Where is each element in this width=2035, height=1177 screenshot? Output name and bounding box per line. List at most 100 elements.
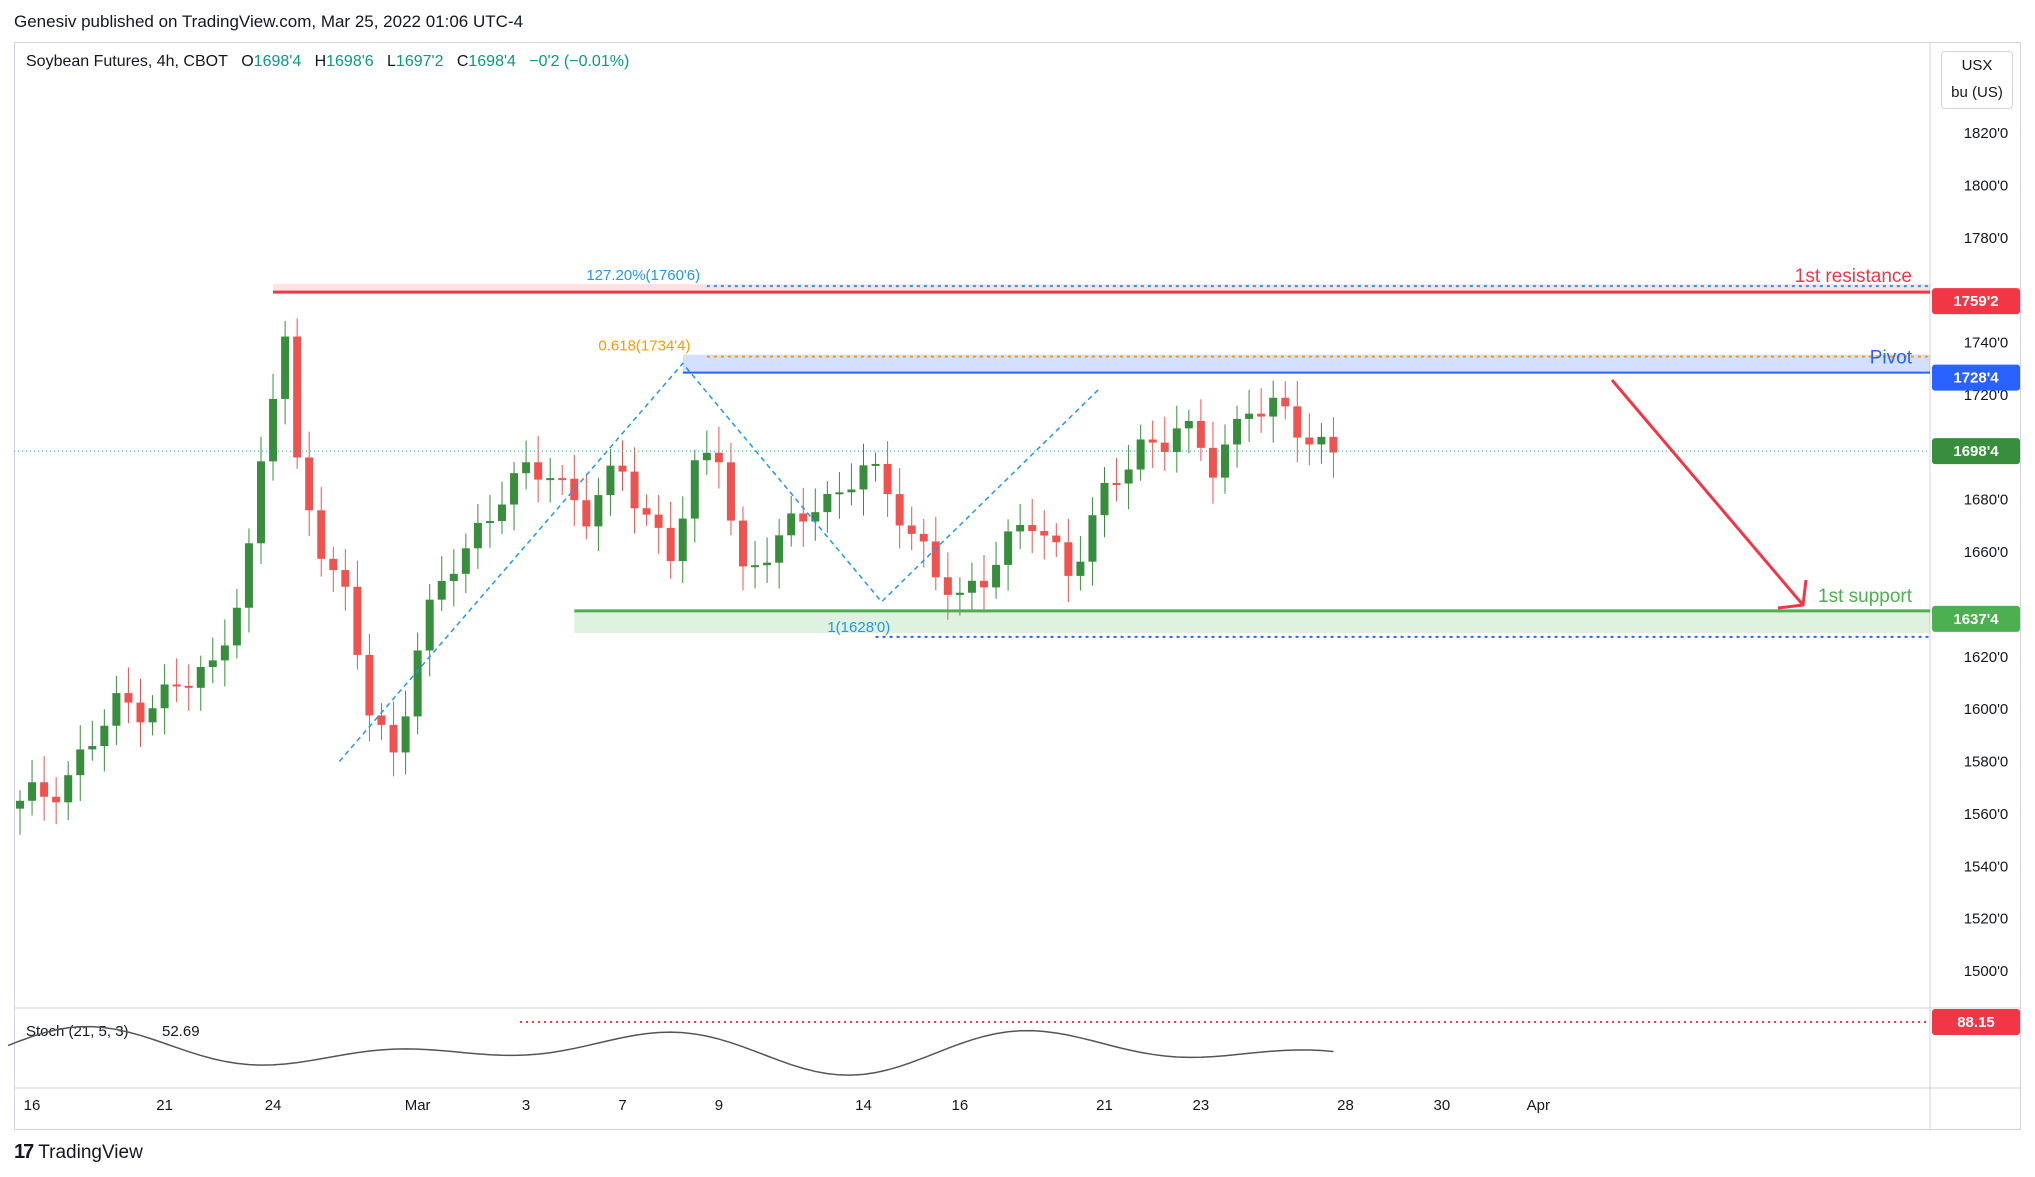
candle-body <box>148 708 157 723</box>
candle-body <box>775 535 784 563</box>
pivot-zone <box>682 354 1930 373</box>
symbol-ohlc-line: Soybean Futures, 4h, CBOT O1698'4 H1698'… <box>26 53 629 71</box>
resistance-zone <box>273 284 1930 293</box>
resistance-price-tag-text: 1759'2 <box>1953 293 1998 310</box>
candle-body <box>751 565 760 568</box>
y-axis: 1820'0 1800'0 1780'0 1740'0 1720'0 1680'0 1660… <box>1964 125 2009 980</box>
candle-body <box>1329 436 1338 453</box>
candle-body <box>353 586 362 655</box>
candle-body <box>208 660 217 668</box>
candle-body <box>919 533 928 542</box>
y-tick-label: 1600'0 <box>1964 701 2009 718</box>
close-label: C <box>456 53 469 70</box>
last-price-tag: 1698'4 <box>1932 438 2020 465</box>
symbol-name[interactable]: Soybean Futures, 4h, CBOT <box>26 53 228 70</box>
candle-body <box>799 513 808 522</box>
candle-body <box>1160 442 1169 452</box>
candle-body <box>943 577 952 595</box>
candle-body <box>1016 525 1025 532</box>
bearish-arrow <box>1610 379 1808 610</box>
candles-group <box>16 318 1338 835</box>
y-tick-label: 1660'0 <box>1964 544 2009 561</box>
support-price-tag: 1637'4 <box>1932 605 2020 632</box>
candle-body <box>739 520 747 567</box>
candle-body <box>485 521 494 524</box>
candle-body <box>582 500 591 527</box>
candle-body <box>112 693 121 726</box>
candle-body <box>859 465 868 490</box>
candle-body <box>1196 420 1205 448</box>
candle-body <box>389 724 398 753</box>
x-tick-label: 9 <box>715 1097 723 1114</box>
pivot-price-tag-bg <box>1932 364 2020 391</box>
candle-body <box>992 564 1001 588</box>
stoch-label: Stoch (21, 5, 3) <box>26 1023 129 1040</box>
candle-body <box>642 508 651 515</box>
y-tick-label: 1740'0 <box>1964 335 2009 352</box>
candle-body <box>425 599 434 651</box>
fib-618-label: 0.618(1734'4) <box>598 338 690 355</box>
candle-body <box>1100 482 1109 516</box>
candle-body <box>654 514 663 528</box>
candle-body <box>64 775 73 803</box>
candle-body <box>594 495 603 527</box>
currency-label: USX <box>1961 57 1993 74</box>
candle-body <box>1281 397 1290 407</box>
x-tick-label: 30 <box>1434 1097 1451 1114</box>
stoch-level-tag-text: 88.15 <box>1957 1014 1995 1031</box>
candle-body <box>413 650 422 717</box>
candle-body <box>305 457 314 511</box>
candle-body <box>437 580 446 600</box>
units-selector[interactable]: USX bu (US) <box>1941 51 2013 109</box>
candle-body <box>787 513 796 536</box>
stoch-level-tag-bg <box>1932 1009 2020 1035</box>
x-tick-label: Apr <box>1527 1097 1550 1114</box>
candle-body <box>955 592 964 595</box>
candle-body <box>1221 444 1229 478</box>
x-tick-label: 24 <box>265 1097 282 1114</box>
fib-projection-lines <box>338 362 1099 762</box>
fib-127-label: 127.20%(1760'6) <box>586 267 700 284</box>
y-tick-label: 1820'0 <box>1964 125 2009 142</box>
candle-body <box>184 685 193 688</box>
tradingview-logo-icon: 17 <box>14 1141 34 1163</box>
x-tick-label: Mar <box>405 1097 431 1114</box>
candle-body <box>907 525 916 534</box>
candle-body <box>16 800 24 809</box>
candle-body <box>461 548 470 574</box>
y-tick-label: 1680'0 <box>1964 492 2009 509</box>
candle-body <box>1088 515 1097 562</box>
candle-body <box>1257 413 1266 417</box>
candle-body <box>847 489 856 493</box>
candle-body <box>1172 428 1181 452</box>
footer-brand[interactable]: 17 TradingView <box>14 1141 143 1164</box>
candle-body <box>871 463 880 466</box>
candle-body <box>630 471 639 509</box>
candle-body <box>1112 482 1121 485</box>
candle-body <box>811 512 820 522</box>
resistance-label: 1st resistance <box>1795 266 1912 287</box>
candle-body <box>329 558 338 571</box>
open-value: 1698'4 <box>253 53 302 70</box>
candle-body <box>1317 436 1326 445</box>
candle-body <box>1305 437 1314 445</box>
brand-name: TradingView <box>38 1141 143 1163</box>
low-value: 1697'2 <box>395 53 444 70</box>
y-tick-label: 1620'0 <box>1964 649 2009 666</box>
candle-body <box>967 580 976 593</box>
x-tick-label: 21 <box>156 1097 173 1114</box>
candle-body <box>690 460 699 519</box>
candle-body <box>293 336 302 458</box>
candle-body <box>40 782 49 797</box>
candle-body <box>220 645 229 661</box>
resistance-price-tag-bg <box>1932 288 2020 315</box>
candle-body <box>1148 439 1157 443</box>
candle-body <box>100 725 109 747</box>
candle-body <box>1293 406 1302 438</box>
candle-body <box>257 461 265 544</box>
resistance-price-tag: 1759'2 <box>1932 288 2020 315</box>
close-value: 1698'4 <box>468 53 516 70</box>
candle-body <box>196 667 205 688</box>
candle-body <box>365 654 374 716</box>
